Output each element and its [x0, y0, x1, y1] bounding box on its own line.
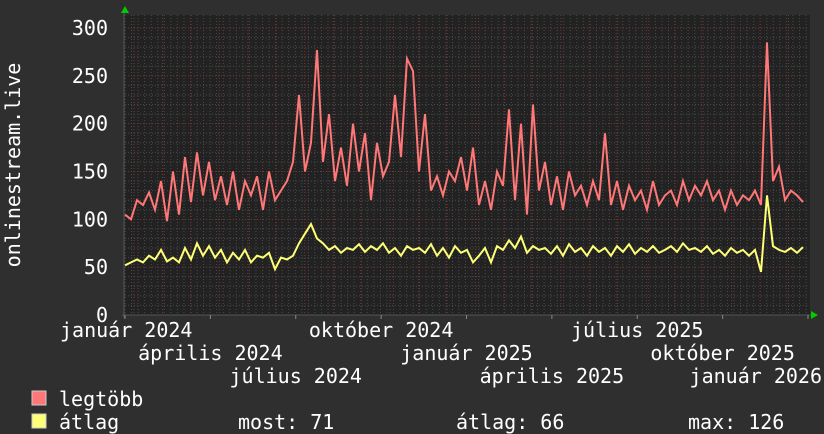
y-tick-label: 0 — [96, 303, 108, 327]
x-tick-label: október 2025 — [650, 341, 795, 365]
y-tick-label: 50 — [84, 255, 108, 279]
series-line-legtobb — [124, 42, 804, 222]
x-tick-label: július 2024 — [230, 364, 362, 388]
x-tick-label: január 2026 — [690, 364, 822, 388]
x-tick-label: január 2024 — [60, 318, 192, 342]
stat-most: most: 71 — [238, 410, 334, 434]
x-tick-label: július 2025 — [571, 318, 703, 342]
y-tick-label: 250 — [72, 64, 108, 88]
plot-area — [124, 15, 810, 315]
y-axis-arrow-icon — [121, 6, 129, 13]
x-tick-label: április 2024 — [138, 341, 283, 365]
legend-label-legtobb: legtöbb — [59, 387, 143, 411]
stat-max: max: 126 — [688, 410, 784, 434]
y-axis: 0 50 100 150 200 250 300 — [72, 16, 108, 327]
y-tick-label: 200 — [72, 112, 108, 136]
x-axis-arrow-icon — [811, 311, 818, 319]
legend-swatch-legtobb — [31, 390, 47, 406]
x-tick-label: október 2024 — [309, 318, 454, 342]
y-tick-label: 300 — [72, 16, 108, 40]
stat-atlag: átlag: 66 — [456, 410, 564, 434]
x-tick-label: január 2025 — [400, 341, 532, 365]
legend-swatch-atlag — [31, 413, 47, 429]
x-tick-label: április 2025 — [480, 364, 625, 388]
y-axis-title: onlinestream.live — [1, 63, 25, 268]
legend-label-atlag: átlag — [59, 410, 119, 434]
y-tick-label: 100 — [72, 207, 108, 231]
series-line-atlag — [124, 195, 804, 273]
y-tick-label: 150 — [72, 160, 108, 184]
